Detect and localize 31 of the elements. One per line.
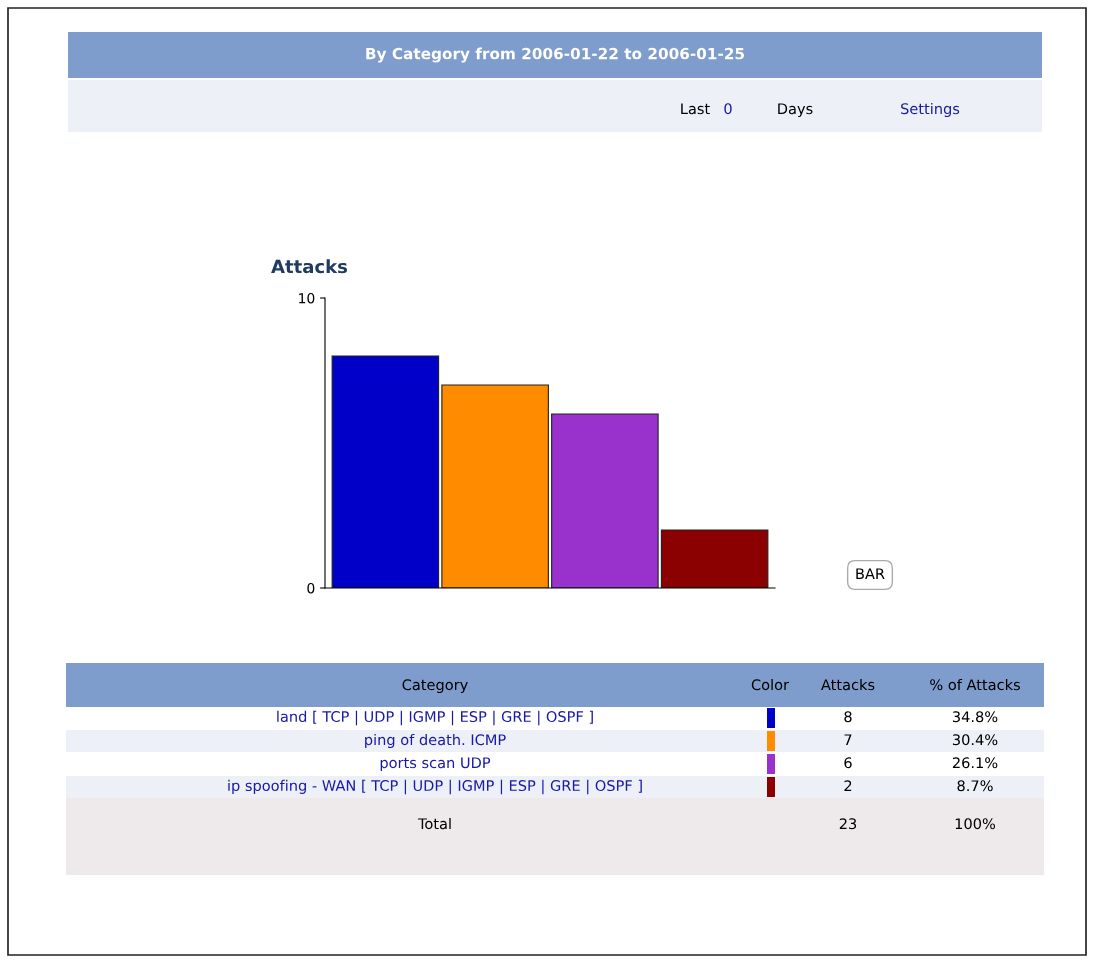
bar xyxy=(331,355,440,588)
bar xyxy=(441,384,549,588)
text: land [ TCP | UDP | IGMP | ESP | GRE | OSPF ] xyxy=(277,710,593,726)
text: Color xyxy=(751,678,790,691)
text: 2 xyxy=(844,780,852,792)
text: Attacks xyxy=(821,678,875,691)
text: % of Attacks xyxy=(930,678,1020,691)
text: 26.1% xyxy=(952,757,998,769)
text: ports scan UDP xyxy=(380,757,491,772)
text: 30.4% xyxy=(952,734,998,746)
text: Settings xyxy=(901,102,960,118)
text: 0 xyxy=(724,103,732,115)
text: 23 xyxy=(839,818,857,830)
text: 8 xyxy=(844,711,852,723)
chart-title: By Category from 2006-01-22 to 2006-01-25 xyxy=(366,47,745,63)
text: Last xyxy=(681,103,710,115)
bar xyxy=(551,413,659,588)
y-axis-title: Attacks xyxy=(271,259,348,274)
text: BAR xyxy=(856,568,885,580)
text: 7 xyxy=(844,734,852,746)
y-tick-label: 10 xyxy=(299,292,315,304)
text: 6 xyxy=(844,757,852,769)
bar xyxy=(660,529,769,588)
text: ping of death. ICMP xyxy=(365,733,506,749)
text: 8.7% xyxy=(957,780,993,792)
text: 100% xyxy=(955,818,996,830)
text: Category xyxy=(402,679,468,694)
text: Total xyxy=(417,817,451,830)
text: ip spoofing - WAN [ TCP | UDP | IGMP | ESP | GRE | OSPF ] xyxy=(228,779,642,795)
text: Days xyxy=(778,103,813,118)
text: 34.8% xyxy=(952,711,998,723)
